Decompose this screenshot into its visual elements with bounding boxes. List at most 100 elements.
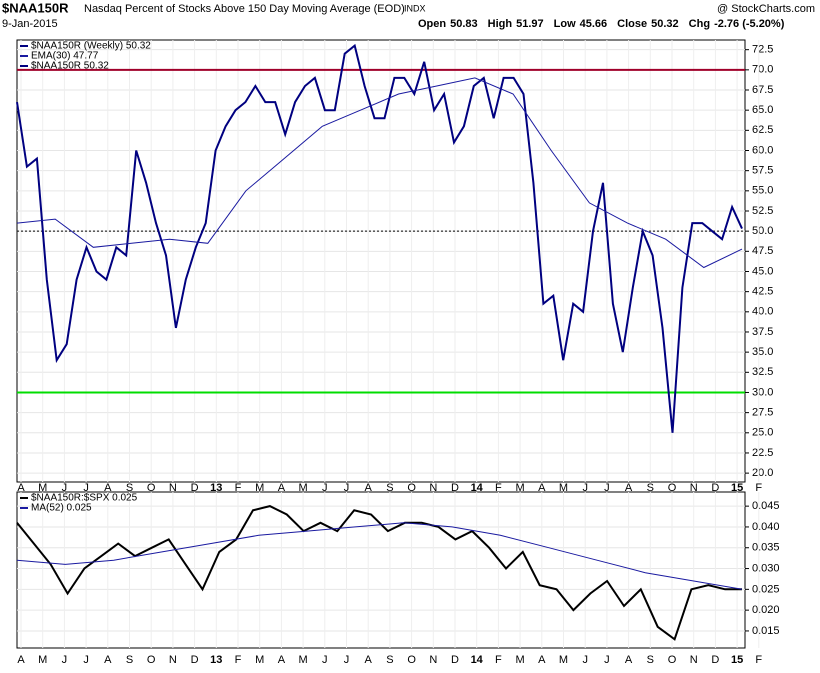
x-tick-label: 14 [471,482,484,494]
quote-value: -2.76 (-5.20%) [714,18,785,30]
x-tick-label: A [104,482,112,494]
x-tick-label: A [538,654,546,666]
x-tick-label: M [299,654,308,666]
x-tick-label: A [625,482,633,494]
x-tick-label: F [235,482,242,494]
y-tick-label: 40.0 [752,306,773,318]
x-tick-label: J [604,654,610,666]
x-tick-label: N [429,654,437,666]
x-tick-label: A [17,482,25,494]
y-tick-label: 60.0 [752,144,773,156]
x-tick-label: D [451,482,459,494]
x-tick-label: S [647,482,654,494]
x-tick-label: J [322,654,328,666]
x-tick-label: A [278,482,286,494]
x-tick-label: O [668,654,677,666]
x-tick-label: J [322,482,328,494]
x-tick-label: J [582,654,588,666]
y-tick-label: 55.0 [752,185,773,197]
x-tick-label: S [126,482,133,494]
y-tick-label: 42.5 [752,286,773,298]
quote-value: 50.83 [450,18,478,30]
x-tick-label: O [668,482,677,494]
x-tick-label: J [344,654,350,666]
x-tick-label: S [126,654,133,666]
x-tick-label: S [386,654,393,666]
x-tick-label: O [407,482,416,494]
x-tick-label: J [62,482,68,494]
y-tick-label: 72.5 [752,44,773,56]
x-tick-label: F [755,482,762,494]
x-tick-label: F [755,654,762,666]
y-tick-label: 0.030 [752,562,780,574]
y-tick-label: 67.5 [752,84,773,96]
x-tick-label: M [559,654,568,666]
x-tick-label: M [255,482,264,494]
y-tick-label: 70.0 [752,64,773,76]
x-tick-label: D [191,654,199,666]
date: 9-Jan-2015 [2,18,58,30]
x-tick-label: O [407,654,416,666]
x-tick-label: N [690,654,698,666]
legend-label: $NAA150R (Weekly) 50.32 [31,41,151,52]
x-tick-label: N [169,482,177,494]
x-tick-label: 13 [210,482,222,494]
y-tick-label: 25.0 [752,427,773,439]
y-tick-label: 0.015 [752,625,780,637]
quote-value: 50.32 [651,18,679,30]
quote-label: Chg [689,18,710,30]
x-tick-label: M [38,482,47,494]
plot-area [16,39,746,483]
quote-label: High [488,18,513,30]
x-tick-label: M [516,482,525,494]
x-tick-label: J [604,482,610,494]
legend-label: $NAA150R 50.32 [31,61,109,72]
legend-label: MA(52) 0.025 [31,503,92,514]
x-tick-label: D [711,482,719,494]
x-tick-label: D [191,482,199,494]
y-tick-label: 27.5 [752,407,773,419]
y-tick-label: 57.5 [752,165,773,177]
quote-label: Close [617,18,647,30]
exchange: INDX [404,3,426,13]
x-tick-label: J [83,654,89,666]
y-tick-label: 0.045 [752,500,780,512]
series-line [16,505,742,641]
y-tick-label: 30.0 [752,386,773,398]
symbol: $NAA150R [2,0,69,15]
x-tick-label: M [299,482,308,494]
y-tick-label: 37.5 [752,326,773,338]
y-tick-label: 0.020 [752,604,780,616]
quote-label: Low [554,18,576,30]
x-tick-label: F [495,654,502,666]
x-tick-label: N [690,482,698,494]
x-tick-label: N [429,482,437,494]
y-tick-label: 45.0 [752,265,773,277]
x-tick-label: A [538,482,546,494]
y-tick-label: 62.5 [752,124,773,136]
source: @ StockCharts.com [717,3,815,15]
quote-value: 45.66 [580,18,608,30]
plot-area [16,491,746,649]
x-tick-label: A [365,482,373,494]
x-tick-label: O [147,654,156,666]
x-tick-label: N [169,654,177,666]
x-tick-label: J [62,654,68,666]
x-tick-label: J [344,482,350,494]
series-line [16,522,743,590]
series-line [16,43,743,433]
x-tick-label: M [559,482,568,494]
x-tick-label: S [647,654,654,666]
y-tick-label: 22.5 [752,447,773,459]
x-tick-label: D [711,654,719,666]
quote-label: Open [418,18,446,30]
y-tick-label: 0.035 [752,542,780,554]
x-tick-label: A [278,654,286,666]
x-tick-label: M [38,654,47,666]
x-tick-label: S [386,482,393,494]
x-tick-label: M [255,654,264,666]
y-tick-label: 0.040 [752,521,780,533]
x-tick-label: 13 [210,654,222,666]
series-line [16,77,743,269]
